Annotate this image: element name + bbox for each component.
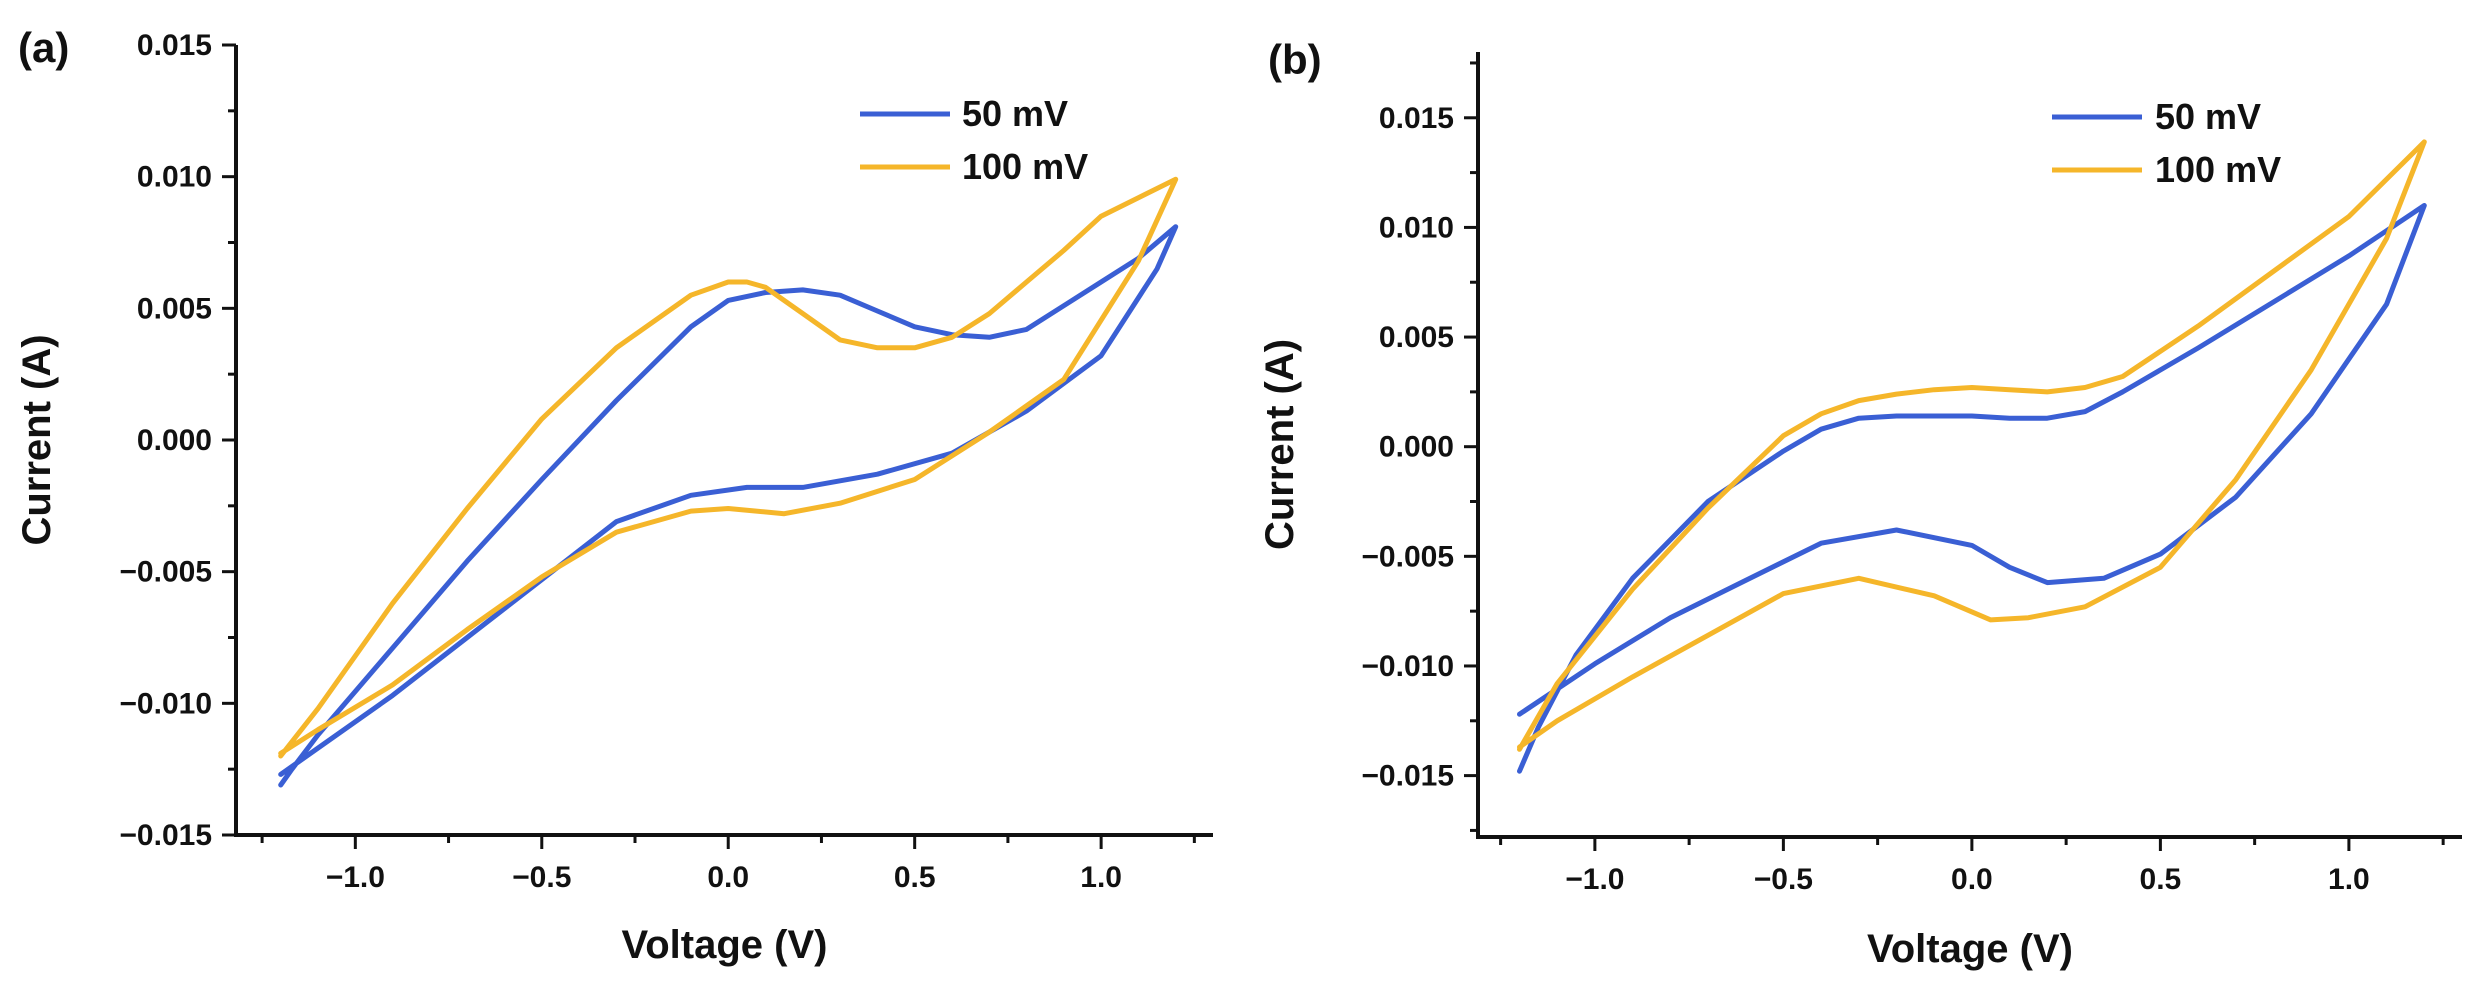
panel-b-y-tick-label: 0.010: [1379, 211, 1454, 244]
panel-a-x-tick-label: −0.5: [512, 861, 571, 894]
panel-a-legend-label-100mv: 100 mV: [962, 146, 1088, 187]
panel-b-legend-label-100mv: 100 mV: [2155, 149, 2281, 190]
panel-b-y-tick-label: −0.010: [1361, 650, 1454, 683]
panel-a-y-tick-label: −0.010: [119, 687, 212, 720]
panel-a-y-tick-label: 0.005: [137, 292, 212, 325]
panel-a-x-axis-title: Voltage (V): [622, 923, 828, 967]
panel-b-x-tick-label: −1.0: [1565, 863, 1624, 896]
panel-a: −0.015 −0.010 −0.005 0.000 0.005 0.010 0.015 −1…: [15, 24, 1213, 967]
panel-a-x-tick-label: 0.0: [707, 861, 749, 894]
panel-a-y-tick-label: −0.005: [119, 556, 212, 589]
panel-a-series-100mv-line: [278, 176, 1179, 759]
panel-b: −0.015 −0.010 −0.005 0.000 0.005 0.010 0.015 −1…: [1258, 36, 2462, 971]
panel-b-x-tick-label: −0.5: [1754, 863, 1813, 896]
panel-a-y-tick-label: −0.015: [119, 819, 212, 852]
panel-b-y-tick-label: 0.015: [1379, 102, 1454, 135]
panel-a-x-tick-label: 1.0: [1080, 861, 1122, 894]
panel-b-x-tick-label: 0.5: [2140, 863, 2182, 896]
panel-b-x-tick-label: 1.0: [2328, 863, 2370, 896]
panel-a-legend-label-50mv: 50 mV: [962, 93, 1068, 134]
panel-a-y-axis-title: Current (A): [15, 334, 59, 545]
panel-b-y-tick-label: 0.000: [1379, 431, 1454, 464]
panel-b-series-100mv-line: [1517, 139, 2427, 752]
panel-b-y-tick-label: 0.005: [1379, 321, 1454, 354]
panel-a-y-tick-label: 0.015: [137, 29, 212, 62]
panel-b-y-tick-label: −0.005: [1361, 540, 1454, 573]
panel-b-x-axis-title: Voltage (V): [1867, 927, 2073, 971]
panel-b-x-tick-label: 0.0: [1951, 863, 1993, 896]
panel-b-y-axis-title: Current (A): [1258, 339, 1302, 550]
panel-a-y-tick-label: 0.010: [137, 161, 212, 194]
panel-b-series-50mv-line: [1517, 203, 2427, 774]
panel-a-series-50mv-line: [278, 224, 1179, 788]
panel-a-y-tick-label: 0.000: [137, 424, 212, 457]
panel-b-legend-label-50mv: 50 mV: [2155, 96, 2261, 137]
panel-a-x-tick-label: −1.0: [326, 861, 385, 894]
panel-b-label: (b): [1268, 36, 1322, 83]
panel-b-y-tick-label: −0.015: [1361, 760, 1454, 793]
panel-a-x-tick-label: 0.5: [894, 861, 936, 894]
panel-a-label: (a): [18, 24, 69, 71]
